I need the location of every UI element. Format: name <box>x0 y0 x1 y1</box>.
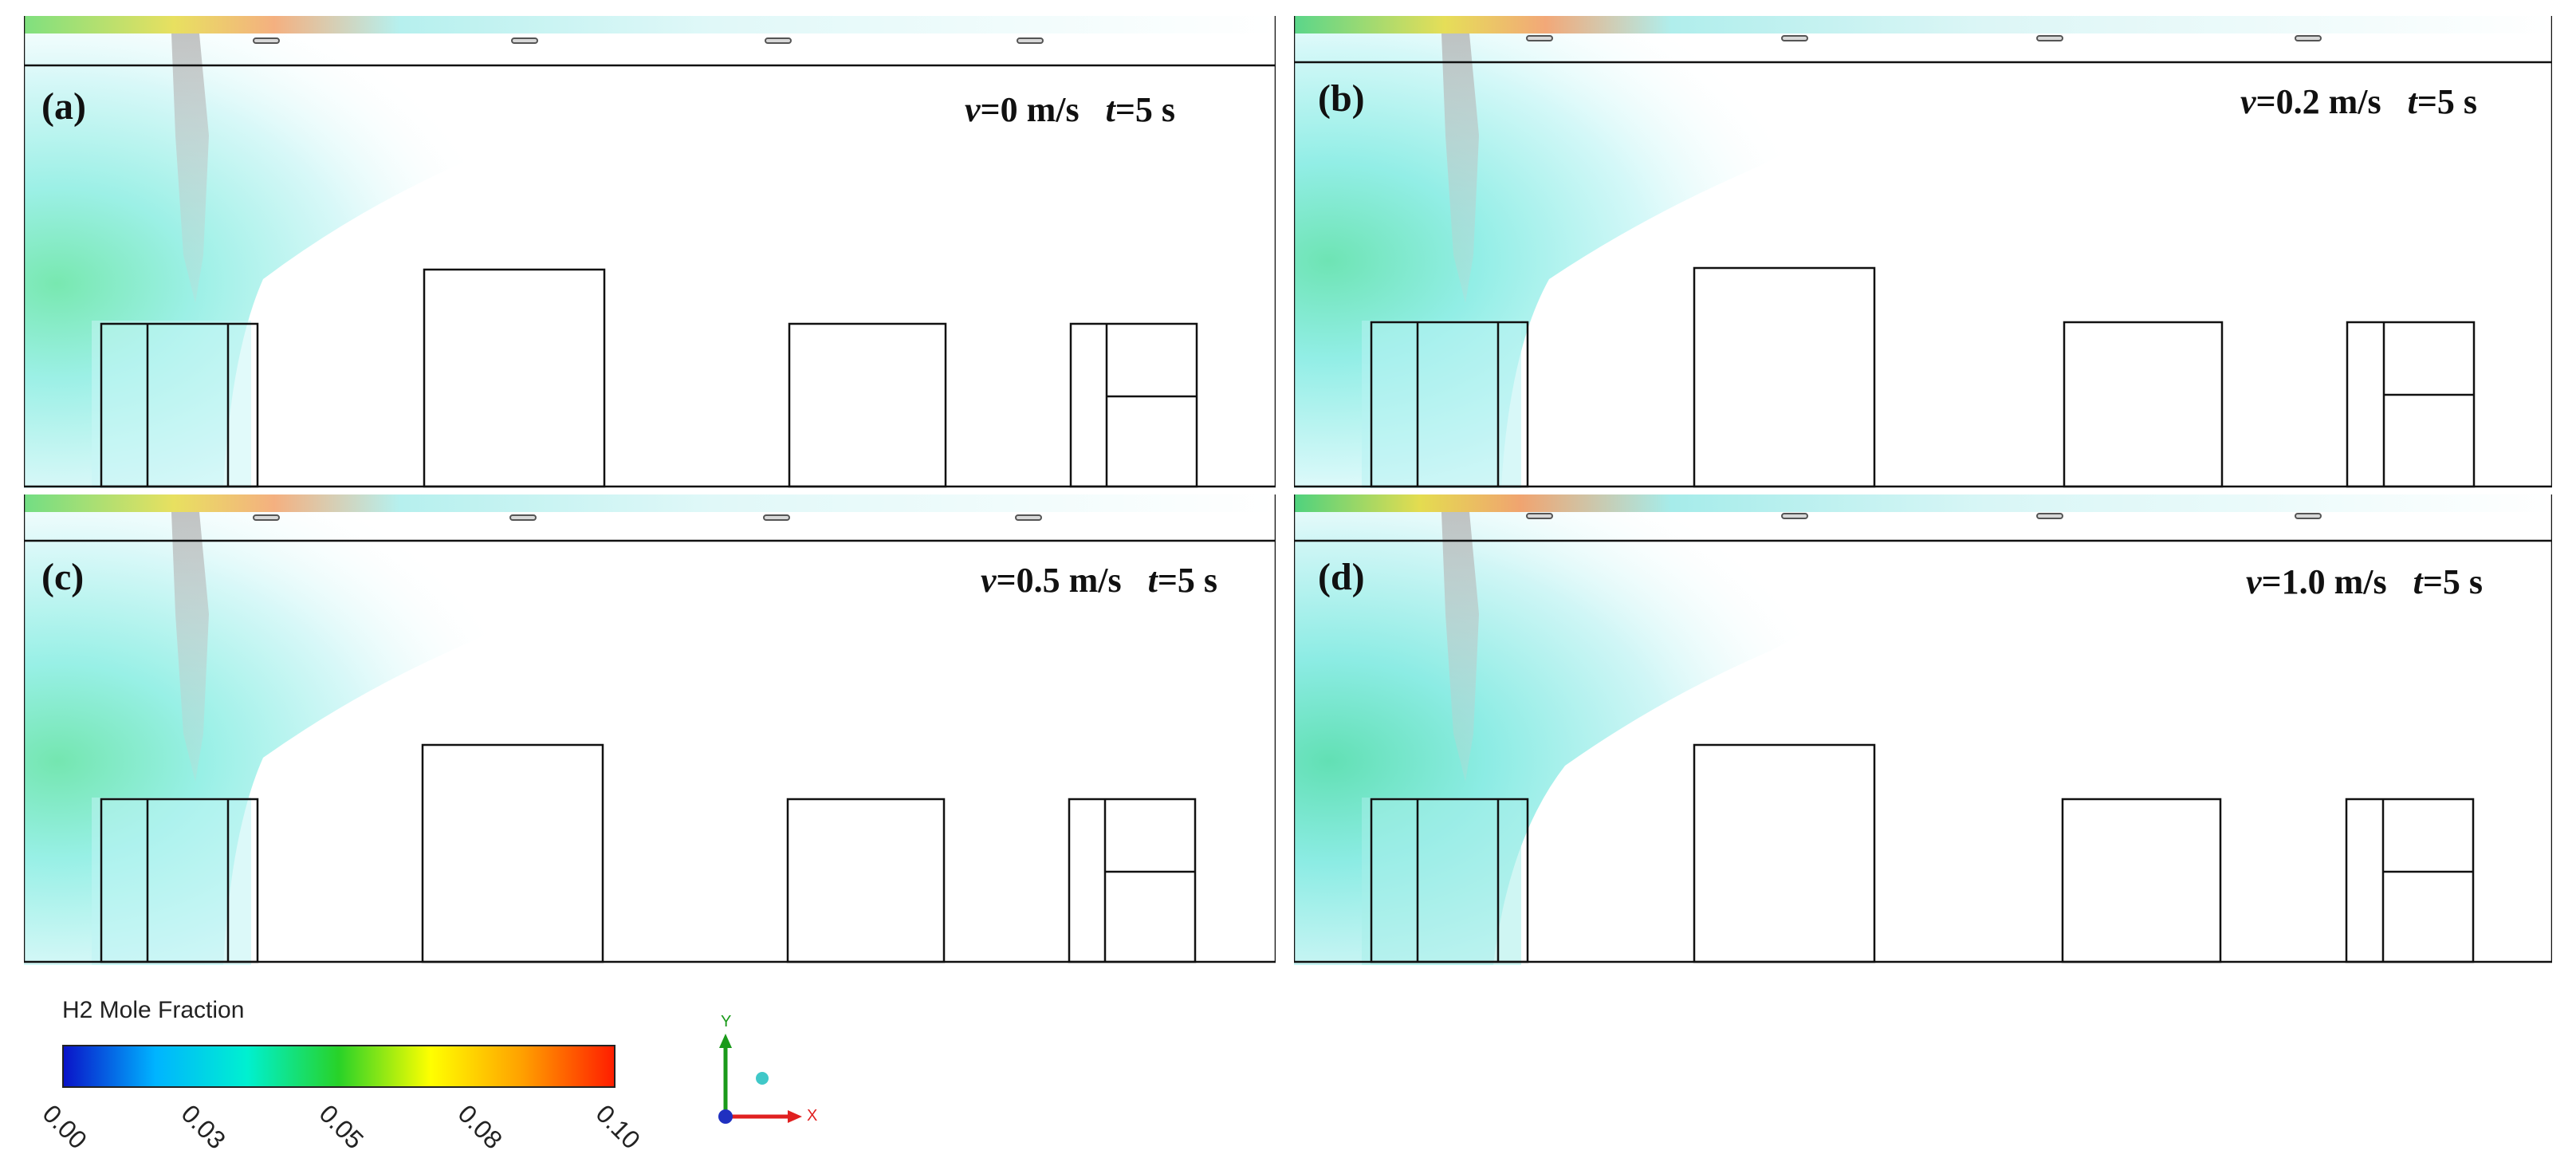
panel-label: (b) <box>1318 77 1365 120</box>
time-variable: t <box>2407 82 2417 121</box>
velocity-variable: v <box>981 561 997 600</box>
condition-text: v=1.0 m/s t=5 s <box>2246 561 2483 602</box>
velocity-variable: v <box>2240 82 2256 121</box>
colorbar <box>62 1045 615 1088</box>
condition-text: v=0.5 m/s t=5 s <box>981 560 1217 601</box>
colorbar-tick-label: 0.08 <box>452 1099 508 1155</box>
contour-plot-d <box>1294 494 2552 965</box>
contour-plot-a <box>24 16 1276 488</box>
velocity-value: =1.0 m/s <box>2261 562 2387 601</box>
time-value: =5 s <box>1115 90 1176 129</box>
axis-triad: Y X <box>702 1013 821 1133</box>
colorbar-tick-label: 0.03 <box>175 1099 231 1155</box>
time-variable: t <box>2413 562 2423 601</box>
panel-d: (d) v=1.0 m/s t=5 s <box>1294 494 2552 965</box>
panel-b: (b) v=0.2 m/s t=5 s <box>1294 16 2552 488</box>
panel-a: (a) v=0 m/s t=5 s <box>24 16 1276 488</box>
time-value: =5 s <box>1157 561 1218 600</box>
y-axis-label: Y <box>721 1013 732 1030</box>
condition-text: v=0 m/s t=5 s <box>965 89 1175 130</box>
time-value: =5 s <box>2417 82 2478 121</box>
colorbar-tick-label: 0.10 <box>590 1099 647 1155</box>
velocity-variable: v <box>965 90 981 129</box>
colorbar-tick-label: 0.00 <box>37 1099 93 1155</box>
legend-title: H2 Mole Fraction <box>62 997 245 1023</box>
panel-c: (c) v=0.5 m/s t=5 s <box>24 494 1276 965</box>
time-variable: t <box>1147 561 1158 600</box>
colorbar-tick-label: 0.05 <box>313 1099 370 1155</box>
condition-text: v=0.2 m/s t=5 s <box>2240 81 2477 122</box>
velocity-value: =0.5 m/s <box>996 561 1122 600</box>
time-value: =5 s <box>2422 562 2484 601</box>
contour-plot-c <box>24 494 1276 965</box>
panel-label: (c) <box>41 556 85 598</box>
x-axis-label: X <box>807 1107 818 1125</box>
velocity-value: =0 m/s <box>980 90 1080 129</box>
velocity-variable: v <box>2246 562 2262 601</box>
panel-label: (d) <box>1318 556 1365 598</box>
contour-plot-b <box>1294 16 2552 488</box>
panel-label: (a) <box>41 85 86 128</box>
velocity-value: =0.2 m/s <box>2255 82 2381 121</box>
axis-triad-graphic <box>718 1034 802 1124</box>
time-variable: t <box>1105 90 1115 129</box>
